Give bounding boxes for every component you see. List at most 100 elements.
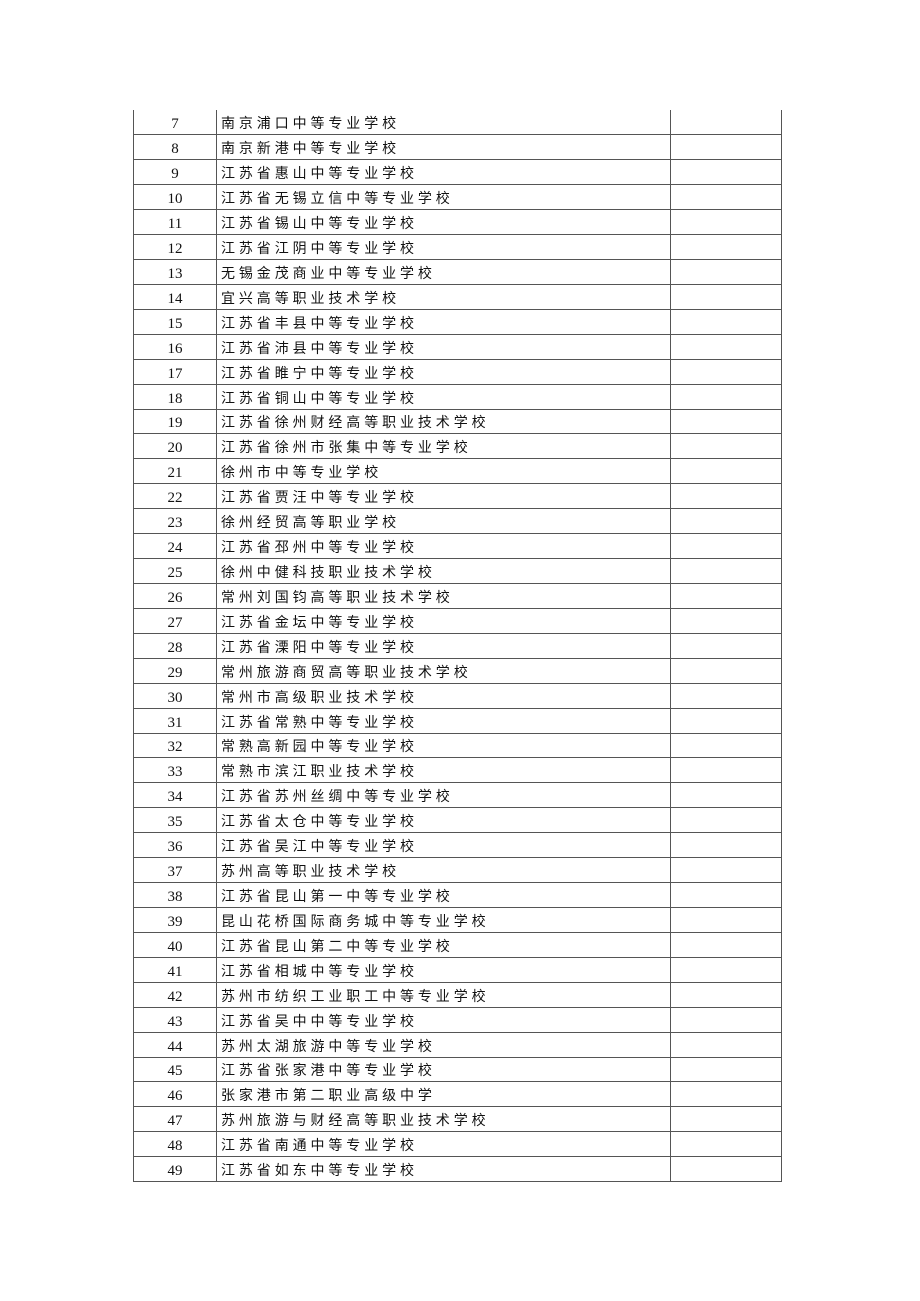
row-number: 12 — [133, 234, 217, 261]
table-row: 27 江苏省金坛中等专业学校 — [133, 607, 782, 634]
table-row: 26 常州刘国钧高等职业技术学校 — [133, 583, 782, 609]
table-row: 47 苏州旅游与财经高等职业技术学校 — [133, 1106, 782, 1133]
school-name: 张家港市第二职业高级中学 — [216, 1081, 671, 1108]
remark-cell — [670, 956, 782, 983]
table-row: 40 江苏省昆山第二中等专业学校 — [133, 931, 782, 958]
remark-cell — [670, 283, 782, 310]
row-number: 38 — [133, 882, 217, 908]
school-name: 江苏省昆山第二中等专业学校 — [216, 931, 671, 958]
table-row: 9 江苏省惠山中等专业学校 — [133, 159, 782, 186]
remark-cell — [670, 259, 782, 285]
row-number: 37 — [133, 857, 217, 884]
school-name: 徐州经贸高等职业学校 — [216, 508, 671, 535]
school-name: 苏州太湖旅游中等专业学校 — [216, 1031, 671, 1058]
row-number: 17 — [133, 358, 217, 385]
row-number: 27 — [133, 607, 217, 634]
table-row: 36 江苏省吴江中等专业学校 — [133, 832, 782, 859]
school-name: 常州刘国钧高等职业技术学校 — [216, 583, 671, 609]
school-name: 南京新港中等专业学校 — [216, 134, 671, 161]
school-name: 江苏省苏州丝绸中等专业学校 — [216, 782, 671, 809]
table-row: 33 常熟市滨江职业技术学校 — [133, 757, 782, 784]
remark-cell — [670, 1081, 782, 1108]
table-row: 37 苏州高等职业技术学校 — [133, 857, 782, 884]
remark-cell — [670, 882, 782, 908]
school-name: 常州旅游商贸高等职业技术学校 — [216, 657, 671, 684]
remark-cell — [670, 1131, 782, 1158]
row-number: 35 — [133, 807, 217, 834]
table-row: 48 江苏省南通中等专业学校 — [133, 1131, 782, 1158]
school-name: 江苏省相城中等专业学校 — [216, 956, 671, 983]
school-name: 江苏省惠山中等专业学校 — [216, 159, 671, 186]
row-number: 30 — [133, 682, 217, 709]
row-number: 14 — [133, 283, 217, 310]
remark-cell — [670, 607, 782, 634]
table-row: 32 常熟高新园中等专业学校 — [133, 732, 782, 759]
remark-cell — [670, 907, 782, 933]
table-row: 10 江苏省无锡立信中等专业学校 — [133, 184, 782, 211]
table-row: 39 昆山花桥国际商务城中等专业学校 — [133, 907, 782, 933]
remark-cell — [670, 832, 782, 859]
school-name: 江苏省溧阳中等专业学校 — [216, 632, 671, 659]
row-number: 15 — [133, 308, 217, 335]
row-number: 49 — [133, 1156, 217, 1183]
remark-cell — [670, 1106, 782, 1133]
school-name: 江苏省张家港中等专业学校 — [216, 1056, 671, 1083]
school-name: 江苏省太仓中等专业学校 — [216, 807, 671, 834]
table-row: 14 宜兴高等职业技术学校 — [133, 283, 782, 310]
school-name: 苏州市纺织工业职工中等专业学校 — [216, 981, 671, 1008]
remark-cell — [670, 1056, 782, 1083]
table-row: 21 徐州市中等专业学校 — [133, 458, 782, 485]
table-row: 23 徐州经贸高等职业学校 — [133, 508, 782, 535]
row-number: 44 — [133, 1031, 217, 1058]
row-number: 18 — [133, 383, 217, 410]
table-row: 44 苏州太湖旅游中等专业学校 — [133, 1031, 782, 1058]
table-body: 7 南京浦口中等专业学校 8 南京新港中等专业学校 9 江苏省惠山中等专业学校 10 江苏省无… — [133, 110, 782, 1183]
school-name: 江苏省吴江中等专业学校 — [216, 832, 671, 859]
table-row: 31 江苏省常熟中等专业学校 — [133, 707, 782, 734]
remark-cell — [670, 981, 782, 1008]
row-number: 19 — [133, 408, 217, 435]
remark-cell — [670, 732, 782, 759]
school-name: 江苏省贾汪中等专业学校 — [216, 483, 671, 510]
table-row: 16 江苏省沛县中等专业学校 — [133, 333, 782, 360]
remark-cell — [670, 757, 782, 784]
row-number: 28 — [133, 632, 217, 659]
row-number: 10 — [133, 184, 217, 211]
school-name: 江苏省铜山中等专业学校 — [216, 383, 671, 410]
remark-cell — [670, 632, 782, 659]
row-number: 24 — [133, 533, 217, 560]
table-row: 34 江苏省苏州丝绸中等专业学校 — [133, 782, 782, 809]
remark-cell — [670, 1156, 782, 1183]
school-name: 南京浦口中等专业学校 — [216, 110, 671, 136]
row-number: 45 — [133, 1056, 217, 1083]
school-name: 徐州中健科技职业技术学校 — [216, 558, 671, 585]
school-name: 江苏省邳州中等专业学校 — [216, 533, 671, 560]
school-name: 昆山花桥国际商务城中等专业学校 — [216, 907, 671, 933]
school-name: 宜兴高等职业技术学校 — [216, 283, 671, 310]
table-row: 8 南京新港中等专业学校 — [133, 134, 782, 161]
remark-cell — [670, 782, 782, 809]
table-row: 22 江苏省贾汪中等专业学校 — [133, 483, 782, 510]
table-row: 17 江苏省睢宁中等专业学校 — [133, 358, 782, 385]
remark-cell — [670, 931, 782, 958]
table-row: 35 江苏省太仓中等专业学校 — [133, 807, 782, 834]
remark-cell — [670, 657, 782, 684]
remark-cell — [670, 358, 782, 385]
school-name: 江苏省如东中等专业学校 — [216, 1156, 671, 1183]
school-name: 常熟高新园中等专业学校 — [216, 732, 671, 759]
remark-cell — [670, 807, 782, 834]
remark-cell — [670, 110, 782, 136]
school-name: 徐州市中等专业学校 — [216, 458, 671, 485]
row-number: 39 — [133, 907, 217, 933]
school-name: 常州市高级职业技术学校 — [216, 682, 671, 709]
table-row: 29 常州旅游商贸高等职业技术学校 — [133, 657, 782, 684]
table-row: 43 江苏省吴中中等专业学校 — [133, 1006, 782, 1033]
school-name: 江苏省徐州市张集中等专业学校 — [216, 433, 671, 460]
table-row: 7 南京浦口中等专业学校 — [133, 110, 782, 136]
row-number: 31 — [133, 707, 217, 734]
table-row: 18 江苏省铜山中等专业学校 — [133, 383, 782, 410]
table-row: 12 江苏省江阴中等专业学校 — [133, 234, 782, 261]
school-name: 江苏省吴中中等专业学校 — [216, 1006, 671, 1033]
table-row: 30 常州市高级职业技术学校 — [133, 682, 782, 709]
row-number: 13 — [133, 259, 217, 285]
